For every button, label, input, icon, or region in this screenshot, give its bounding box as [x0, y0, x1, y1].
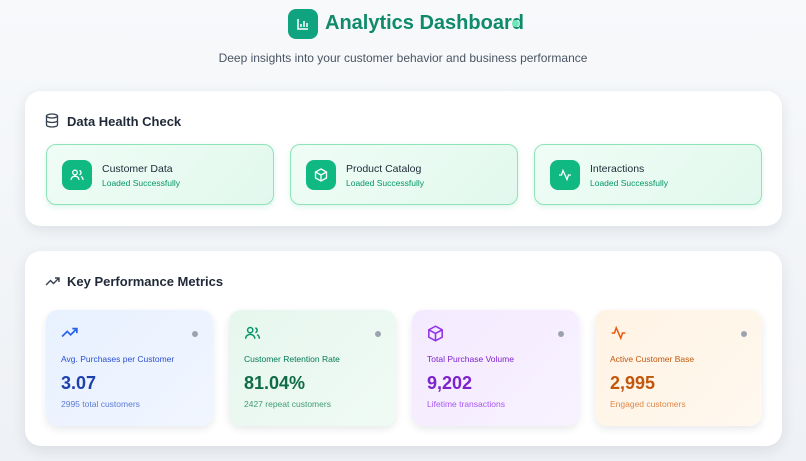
status-dot [192, 331, 198, 337]
metric-label: Avg. Purchases per Customer [61, 354, 175, 364]
metric-card: Avg. Purchases per Customer 3.07 2995 to… [46, 310, 213, 426]
status-dot [512, 20, 519, 27]
health-status: Loaded Successfully [102, 178, 180, 188]
metric-icon [244, 326, 261, 339]
health-name: Product Catalog [346, 163, 422, 175]
health-name: Customer Data [102, 163, 173, 175]
database-icon [45, 113, 59, 128]
page-title: Analytics Dashboard [325, 12, 524, 34]
logo-icon [288, 9, 318, 39]
metric-icon [611, 325, 626, 341]
metric-value: 81.04% [244, 373, 306, 393]
users-icon [62, 160, 92, 190]
metric-card: Total Purchase Volume 9,202 Lifetime tra… [412, 310, 579, 426]
metric-note: Engaged customers [610, 399, 686, 409]
metric-icon [428, 325, 443, 342]
section-title: Key Performance Metrics [67, 274, 224, 289]
metric-card: Customer Retention Rate 81.04% 2427 repe… [229, 310, 396, 426]
box-icon [306, 160, 336, 190]
health-card: Data Health Check Customer Data Loaded S… [25, 91, 782, 226]
status-dot [375, 331, 381, 337]
trend-icon [45, 277, 60, 286]
health-name: Interactions [590, 163, 645, 175]
metric-value: 2,995 [610, 373, 656, 393]
status-dot [741, 331, 747, 337]
metrics-card: Key Performance Metrics Avg. Purchases p… [25, 251, 782, 446]
metric-value: 3.07 [61, 373, 97, 393]
metric-note: Lifetime transactions [427, 399, 505, 409]
health-item: Product Catalog Loaded Successfully [290, 144, 518, 205]
health-item: Interactions Loaded Successfully [534, 144, 762, 205]
metric-card: Active Customer Base 2,995 Engaged custo… [595, 310, 762, 426]
health-status: Loaded Successfully [346, 178, 424, 188]
activity-icon [550, 160, 580, 190]
metric-icon [61, 327, 78, 338]
section-title: Data Health Check [67, 114, 182, 129]
metric-label: Customer Retention Rate [244, 354, 340, 364]
page-subtitle: Deep insights into your customer behavio… [218, 51, 588, 65]
metric-label: Total Purchase Volume [427, 354, 514, 364]
metric-label: Active Customer Base [610, 354, 695, 364]
metric-note: 2427 repeat customers [244, 399, 331, 409]
metric-value: 9,202 [427, 373, 473, 393]
health-status: Loaded Successfully [590, 178, 668, 188]
health-item: Customer Data Loaded Successfully [46, 144, 274, 205]
status-dot [558, 331, 564, 337]
metric-note: 2995 total customers [61, 399, 140, 409]
